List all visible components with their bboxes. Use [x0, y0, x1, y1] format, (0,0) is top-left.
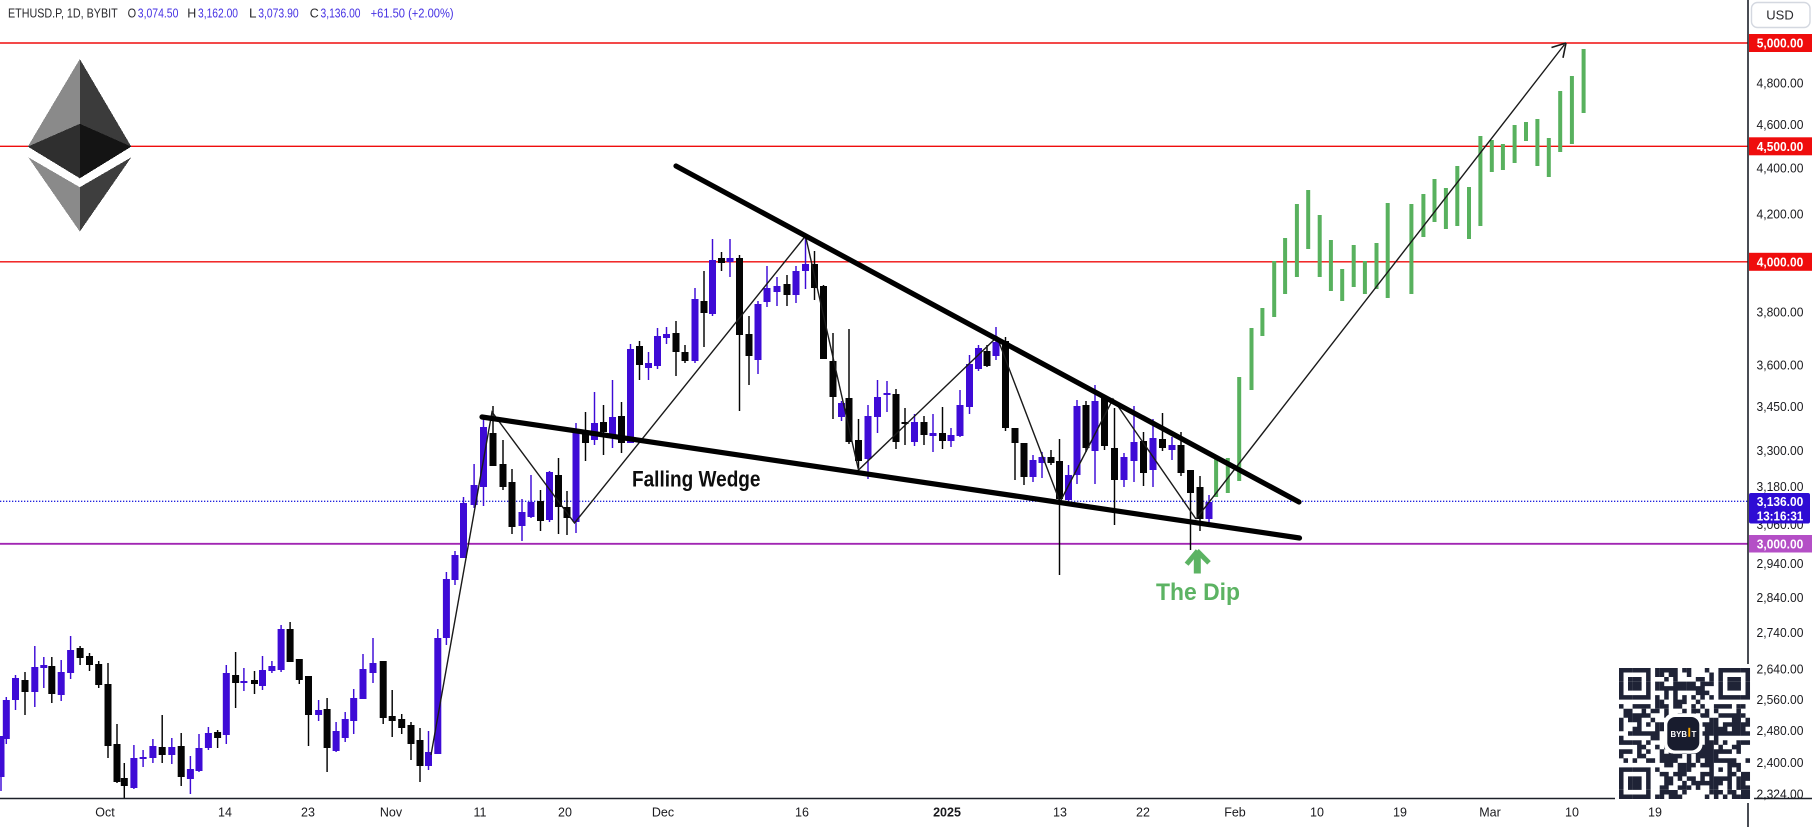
svg-text:4,800.00: 4,800.00 [1757, 76, 1804, 90]
svg-text:3,180.00: 3,180.00 [1757, 480, 1804, 494]
svg-text:3,000.00: 3,000.00 [1757, 536, 1804, 551]
svg-text:2,740.00: 2,740.00 [1757, 626, 1804, 640]
svg-text:10: 10 [1565, 806, 1579, 820]
svg-text:5,000.00: 5,000.00 [1757, 36, 1804, 51]
svg-text:3,600.00: 3,600.00 [1757, 359, 1804, 373]
svg-text:4,000.00: 4,000.00 [1757, 254, 1804, 269]
svg-text:O: O [128, 7, 137, 21]
svg-text:22: 22 [1136, 806, 1150, 820]
svg-text:Mar: Mar [1479, 806, 1501, 820]
svg-text:USD: USD [1766, 8, 1793, 23]
svg-text:3,450.00: 3,450.00 [1757, 400, 1804, 414]
svg-text:2,840.00: 2,840.00 [1757, 591, 1804, 605]
svg-text:BYB: BYB [1671, 730, 1688, 739]
svg-text:19: 19 [1648, 806, 1662, 820]
svg-text:13:16:31: 13:16:31 [1757, 509, 1804, 524]
svg-text:T: T [1692, 730, 1697, 739]
svg-text:3,074.50: 3,074.50 [138, 7, 179, 21]
svg-text:20: 20 [558, 806, 572, 820]
svg-text:11: 11 [474, 806, 487, 820]
svg-text:3,300.00: 3,300.00 [1757, 444, 1804, 458]
svg-text:3,136.00: 3,136.00 [1757, 494, 1804, 509]
svg-text:2,400.00: 2,400.00 [1757, 756, 1804, 770]
svg-text:H: H [187, 7, 196, 21]
svg-text:23: 23 [301, 806, 315, 820]
svg-text:16: 16 [795, 806, 809, 820]
svg-text:3,136.00: 3,136.00 [321, 7, 361, 21]
svg-text:+61.50 (+2.00%): +61.50 (+2.00%) [371, 7, 454, 21]
svg-text:Dec: Dec [652, 806, 674, 820]
svg-text:14: 14 [218, 806, 232, 820]
svg-text:19: 19 [1393, 806, 1407, 820]
svg-text:2,324.00: 2,324.00 [1757, 788, 1804, 802]
svg-text:3,800.00: 3,800.00 [1757, 306, 1804, 320]
svg-text:2,940.00: 2,940.00 [1757, 557, 1804, 571]
svg-text:10: 10 [1310, 806, 1324, 820]
svg-text:L: L [249, 7, 257, 21]
svg-text:2,640.00: 2,640.00 [1757, 663, 1804, 677]
svg-text:C: C [310, 7, 319, 21]
svg-text:2025: 2025 [933, 806, 961, 820]
svg-text:2,480.00: 2,480.00 [1757, 724, 1804, 738]
svg-text:3,073.90: 3,073.90 [258, 7, 299, 21]
svg-text:Falling Wedge: Falling Wedge [632, 467, 761, 492]
svg-text:ETHUSD.P, 1D, BYBIT: ETHUSD.P, 1D, BYBIT [8, 7, 118, 21]
svg-text:Nov: Nov [380, 806, 403, 820]
svg-text:The Dip: The Dip [1156, 579, 1240, 606]
svg-text:4,400.00: 4,400.00 [1757, 162, 1804, 176]
svg-text:2,560.00: 2,560.00 [1757, 693, 1804, 707]
svg-text:4,500.00: 4,500.00 [1757, 139, 1804, 154]
svg-text:3,162.00: 3,162.00 [198, 7, 238, 21]
svg-text:4,600.00: 4,600.00 [1757, 118, 1804, 132]
svg-text:Feb: Feb [1224, 806, 1246, 820]
svg-text:4,200.00: 4,200.00 [1757, 207, 1804, 221]
svg-text:Oct: Oct [95, 806, 115, 820]
svg-text:13: 13 [1053, 806, 1067, 820]
